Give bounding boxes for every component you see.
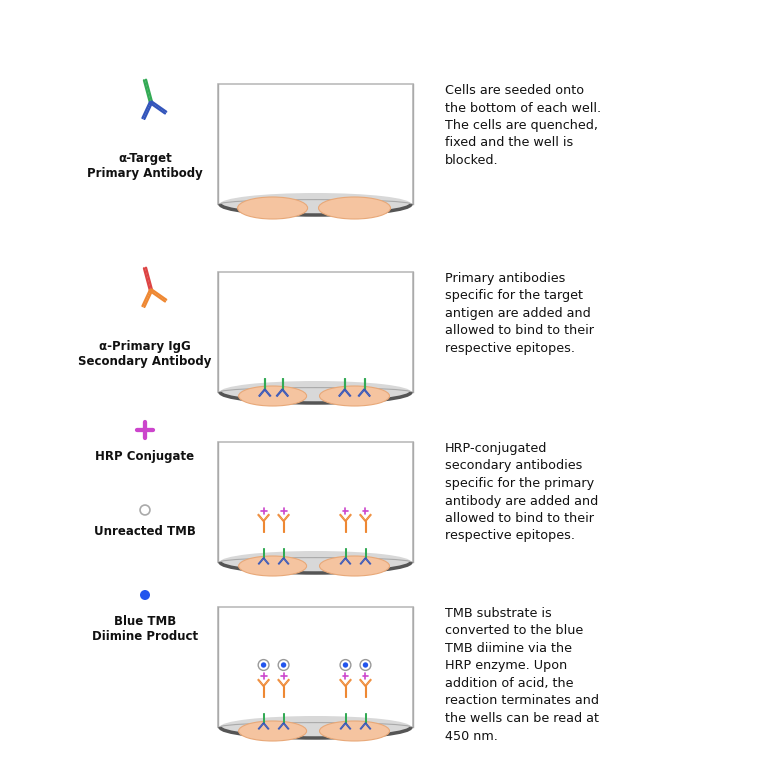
Ellipse shape — [319, 721, 390, 741]
Text: Blue TMB
Diimine Product: Blue TMB Diimine Product — [92, 615, 198, 643]
Ellipse shape — [319, 556, 390, 576]
Text: HRP-conjugated
secondary antibodies
specific for the primary
antibody are added : HRP-conjugated secondary antibodies spec… — [445, 442, 598, 542]
Text: TMB substrate is
converted to the blue
TMB diimine via the
HRP enzyme. Upon
addi: TMB substrate is converted to the blue T… — [445, 607, 599, 743]
Ellipse shape — [319, 386, 390, 406]
Bar — [218, 607, 413, 727]
Bar — [218, 442, 413, 562]
Text: Unreacted TMB: Unreacted TMB — [94, 525, 196, 538]
Ellipse shape — [220, 551, 411, 573]
Circle shape — [343, 662, 348, 668]
Text: HRP Conjugate: HRP Conjugate — [96, 450, 195, 463]
Circle shape — [261, 662, 267, 668]
Text: Cells are seeded onto
the bottom of each well.
The cells are quenched,
fixed and: Cells are seeded onto the bottom of each… — [445, 84, 601, 167]
Text: α-Target
Primary Antibody: α-Target Primary Antibody — [87, 152, 203, 180]
Ellipse shape — [319, 197, 390, 219]
Ellipse shape — [220, 381, 411, 403]
Ellipse shape — [220, 193, 411, 215]
Text: Primary antibodies
specific for the target
antigen are added and
allowed to bind: Primary antibodies specific for the targ… — [445, 272, 594, 355]
Ellipse shape — [238, 556, 306, 576]
Bar — [218, 272, 413, 392]
Circle shape — [140, 590, 150, 600]
Ellipse shape — [238, 721, 306, 741]
Ellipse shape — [220, 716, 411, 738]
Circle shape — [281, 662, 286, 668]
Ellipse shape — [238, 386, 306, 406]
Text: α-Primary IgG
Secondary Antibody: α-Primary IgG Secondary Antibody — [79, 340, 212, 368]
Ellipse shape — [238, 197, 308, 219]
Bar — [218, 84, 413, 204]
Circle shape — [363, 662, 368, 668]
